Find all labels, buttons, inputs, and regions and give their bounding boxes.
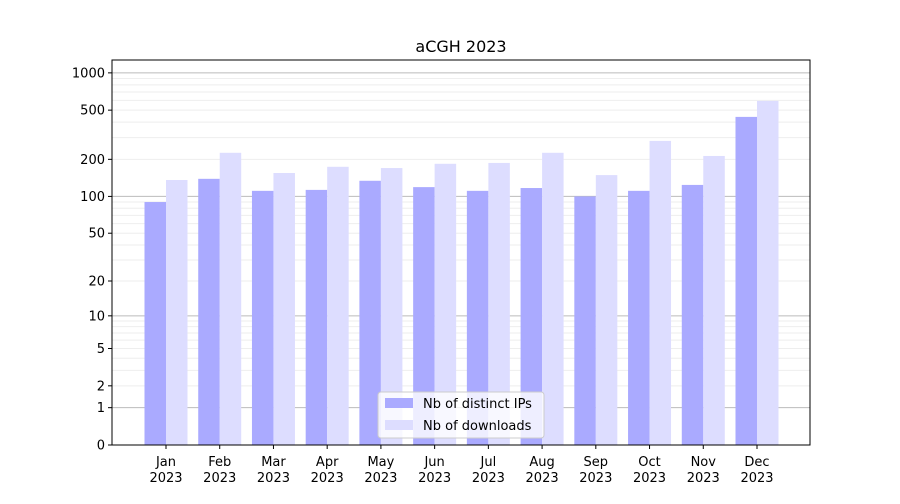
bar-downloads [219, 152, 242, 446]
y-tick-label: 20 [88, 275, 105, 290]
y-tick-label: 500 [80, 104, 105, 119]
legend-label-ips: Nb of distinct IPs [423, 397, 532, 412]
x-tick-label-year: 2023 [579, 471, 612, 486]
y-tick-label: 200 [80, 153, 105, 168]
x-tick-label-month: Sep [584, 455, 609, 470]
legend-swatch-ips [385, 398, 413, 408]
x-tick-label-year: 2023 [472, 471, 505, 486]
legend-swatch-downloads [385, 420, 413, 430]
x-tick-label-year: 2023 [149, 471, 182, 486]
bar-downloads [166, 179, 188, 445]
x-tick-label-month: Dec [744, 455, 769, 470]
bar-downloads [703, 155, 725, 445]
chart-title: aCGH 2023 [415, 37, 506, 56]
y-axis: 0 1 2 5 10 20 50 100 200 500 1000 [72, 66, 112, 454]
x-tick-label-month: May [367, 455, 394, 470]
bar-distinct-ips [305, 189, 328, 445]
x-tick-label-month: Mar [261, 455, 286, 470]
legend-label-downloads: Nb of downloads [423, 419, 532, 434]
legend: Nb of distinct IPs Nb of downloads [377, 391, 545, 439]
bar-downloads [542, 152, 564, 446]
x-tick-label-month: Jul [480, 455, 497, 470]
bar-downloads [595, 175, 618, 445]
x-tick-label-month: Feb [208, 455, 231, 470]
y-tick-label: 1 [97, 401, 105, 416]
x-tick-label-year: 2023 [364, 471, 397, 486]
bars [144, 100, 779, 446]
bar-distinct-ips [681, 184, 704, 445]
legend-box [377, 391, 545, 439]
x-axis: Jan2023Feb2023Mar2023Apr2023May2023Jun20… [149, 445, 774, 486]
x-tick-label-year: 2023 [257, 471, 290, 486]
y-tick-label: 2 [97, 379, 105, 394]
x-tick-label-month: Aug [529, 455, 554, 470]
y-tick-label: 5 [97, 342, 105, 357]
bar-downloads [488, 162, 510, 445]
plot-frame [111, 59, 811, 446]
bar-distinct-ips [520, 188, 543, 445]
bar-downloads [327, 166, 349, 445]
y-tick-label: 0 [97, 439, 105, 454]
x-tick-label-year: 2023 [526, 471, 559, 486]
x-tick-label-year: 2023 [203, 471, 236, 486]
x-tick-label-month: Nov [691, 455, 717, 470]
x-tick-label-year: 2023 [740, 471, 773, 486]
bar-distinct-ips [735, 116, 757, 446]
bar-distinct-ips [359, 180, 381, 445]
x-tick-label-year: 2023 [311, 471, 344, 486]
x-tick-label-year: 2023 [418, 471, 451, 486]
bar-distinct-ips [251, 190, 274, 445]
bar-downloads [434, 163, 457, 445]
y-tick-label: 100 [80, 190, 105, 205]
bar-downloads [649, 140, 672, 446]
bar-downloads [273, 172, 295, 445]
y-tick-label: 50 [88, 227, 105, 242]
x-tick-label-month: Oct [638, 455, 660, 470]
y-tick-label: 10 [88, 309, 105, 324]
bar-distinct-ips [466, 190, 489, 445]
x-tick-label-month: Apr [316, 455, 339, 470]
x-tick-label-month: Jun [423, 455, 444, 470]
bar-downloads [757, 100, 779, 446]
bar-distinct-ips [574, 196, 596, 445]
bar-distinct-ips [144, 202, 166, 445]
bar-distinct-ips [198, 178, 220, 446]
bar-distinct-ips [628, 190, 650, 445]
bar-downloads [380, 168, 403, 446]
y-tick-label: 1000 [72, 66, 105, 81]
x-tick-label-month: Jan [155, 455, 176, 470]
x-tick-label-year: 2023 [687, 471, 720, 486]
x-tick-label-year: 2023 [633, 471, 666, 486]
bar-distinct-ips [413, 187, 435, 445]
